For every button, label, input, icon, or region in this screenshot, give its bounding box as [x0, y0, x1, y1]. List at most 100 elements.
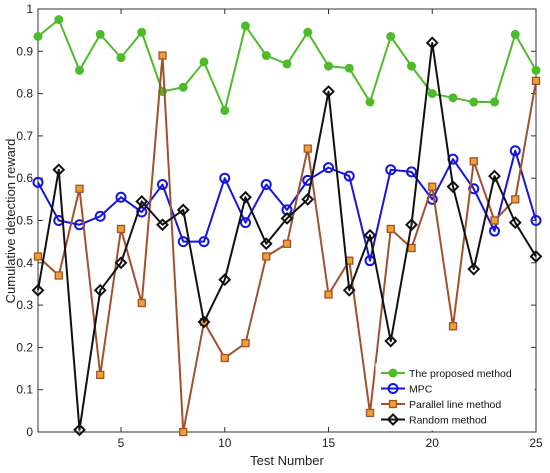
proposed-method-point: [469, 97, 479, 107]
parallel-line-method-point: [365, 408, 375, 418]
random-method-point: [467, 262, 481, 276]
random-method-point: [135, 195, 149, 208]
random-method-point: [239, 190, 252, 204]
x-tick-label: 20: [426, 436, 440, 450]
mpc-point: [343, 170, 355, 182]
legend-random-method-point: [386, 413, 400, 426]
y-tick-label: 0.4: [16, 256, 33, 270]
y-axis-title: Cumulative detection reward: [3, 139, 18, 304]
y-tick-label: 0: [26, 425, 33, 439]
series-random-method: [31, 36, 543, 437]
series-proposed-method: [33, 15, 541, 116]
random-method-point: [529, 250, 543, 263]
mpc-point: [240, 217, 251, 229]
proposed-method-point: [54, 15, 64, 25]
proposed-method-point: [199, 57, 209, 67]
proposed-method-point: [95, 29, 105, 39]
parallel-line-method-point: [490, 216, 499, 225]
parallel-line-method-point: [220, 353, 229, 363]
parallel-line-method-point: [448, 322, 458, 331]
proposed-method-point: [531, 65, 541, 75]
random-method-point: [322, 85, 335, 98]
legend-mpc-point: [387, 383, 399, 394]
parallel-line-method-point: [179, 427, 188, 437]
parallel-line-method-point: [75, 184, 84, 193]
x-axis: 5 10 15 20 25: [118, 9, 543, 450]
x-tick-label: 25: [529, 436, 543, 450]
parallel-line-method-point: [33, 252, 43, 261]
y-tick-label: 0.9: [16, 44, 33, 58]
y-tick-label: 0.6: [16, 171, 33, 185]
random-method-point: [31, 283, 45, 297]
legend-label-proposed-method: The proposed method: [409, 368, 512, 380]
parallel-line-method-point: [158, 51, 167, 60]
random-method-point: [384, 334, 398, 348]
x-tick-label: 10: [218, 436, 232, 450]
mpc-point: [177, 236, 189, 248]
mpc-point: [489, 225, 500, 237]
series-line-random-method: [37, 41, 537, 431]
parallel-line-method-point: [428, 182, 437, 191]
random-method-point: [508, 216, 522, 230]
parallel-line-method-point: [324, 290, 333, 299]
y-tick-label: 0.8: [16, 87, 33, 101]
mpc-point: [468, 183, 480, 195]
random-method-point: [73, 423, 86, 437]
parallel-line-method-point: [96, 370, 105, 380]
mpc-point: [198, 236, 210, 248]
parallel-line-method-point: [407, 243, 416, 253]
parallel-line-method-point: [282, 239, 292, 248]
random-method-point: [259, 237, 273, 251]
proposed-method-point: [178, 82, 188, 92]
mpc-point: [323, 162, 334, 174]
proposed-method-point: [303, 27, 313, 37]
random-method-point: [280, 211, 294, 225]
x-axis-title: Test Number: [250, 453, 324, 468]
proposed-method-point: [386, 31, 396, 41]
legend: The proposed method MPC Parallel line meth…: [375, 363, 535, 431]
mpc-point: [32, 176, 44, 188]
mpc-point: [115, 191, 127, 203]
proposed-method-point: [261, 51, 271, 61]
mpc-point: [157, 179, 168, 191]
random-method-point: [488, 169, 501, 183]
random-method-point: [425, 36, 439, 50]
parallel-line-method-point: [262, 252, 271, 261]
parallel-line-method-point: [469, 157, 478, 166]
proposed-method-point: [324, 61, 333, 71]
plot-area: [37, 8, 537, 433]
mpc-point: [406, 166, 417, 178]
random-method-point: [176, 203, 190, 217]
random-method-point: [218, 273, 232, 287]
proposed-method-point: [365, 97, 375, 107]
parallel-line-method-point: [531, 76, 541, 86]
random-method-point: [363, 228, 377, 242]
series-layer: [31, 15, 543, 437]
proposed-method-point: [407, 61, 416, 71]
series-line-mpc: [37, 149, 537, 262]
y-tick-label: 0.3: [16, 298, 33, 312]
proposed-method-point: [448, 93, 458, 103]
y-tick-label: 0.5: [16, 214, 33, 228]
random-method-point: [301, 192, 315, 206]
random-method-point: [197, 315, 211, 329]
y-tick-label: 0.7: [16, 129, 33, 143]
mpc-point: [530, 215, 542, 226]
proposed-method-point: [344, 63, 354, 73]
parallel-line-method-point: [303, 144, 312, 153]
legend-parallel-line-method-point: [388, 399, 398, 409]
random-method-point: [342, 283, 356, 297]
y-tick-label: 1: [26, 2, 33, 16]
x-tick-label: 15: [322, 436, 336, 450]
proposed-method-point: [137, 27, 147, 37]
random-method-point: [52, 163, 66, 177]
proposed-method-point: [282, 59, 292, 69]
proposed-method-point: [510, 29, 520, 39]
y-tick-label: 0.2: [16, 340, 33, 354]
series-parallel-line-method: [33, 51, 541, 437]
proposed-method-point: [116, 53, 126, 63]
random-method-point: [405, 218, 418, 232]
proposed-method-point: [33, 31, 43, 41]
y-axis: 0 0.1 0.2 0.3 0.4 0.5 0.6 0.7 0.8 0.9 1: [16, 2, 536, 439]
parallel-line-method-point: [241, 339, 250, 348]
